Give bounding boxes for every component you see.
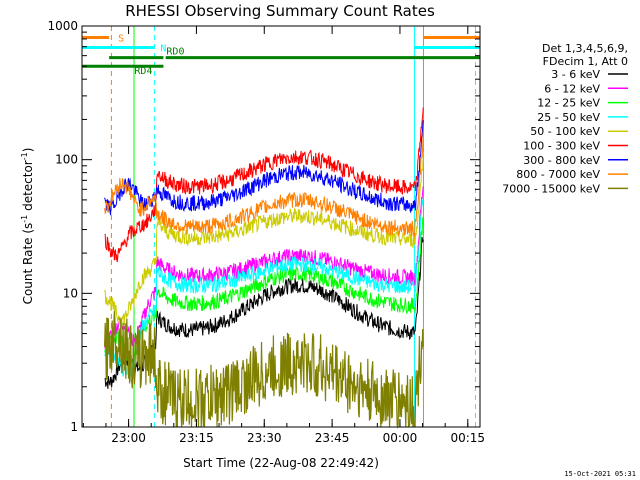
x-tick-label: 23:15 bbox=[179, 431, 214, 445]
legend-header: Det 1,3,4,5,6,9, bbox=[542, 42, 628, 55]
flag-label: S bbox=[118, 34, 124, 45]
y-tick-label: 1 bbox=[70, 420, 78, 434]
legend-label: 100 - 300 keV bbox=[523, 140, 600, 153]
plot-data-layer: S N RD0 RD4 bbox=[82, 26, 480, 429]
legend-label: 7000 - 15000 keV bbox=[502, 182, 600, 195]
flag-label: RD0 bbox=[166, 47, 184, 58]
flag-label: N bbox=[160, 44, 166, 55]
series-line bbox=[104, 107, 424, 263]
series-line bbox=[104, 120, 424, 216]
legend-header: FDecim 1, Att 0 bbox=[543, 55, 628, 68]
series-line bbox=[104, 186, 424, 350]
legend-label: 25 - 50 keV bbox=[537, 111, 600, 124]
series-line bbox=[104, 198, 424, 378]
y-tick-label: 10 bbox=[63, 286, 78, 300]
x-tick-label: 00:00 bbox=[383, 431, 418, 445]
series-line bbox=[104, 151, 424, 328]
flag-label: RD4 bbox=[134, 66, 152, 77]
x-tick-label: 00:15 bbox=[450, 431, 485, 445]
timestamp: 15-Oct-2021 05:31 bbox=[564, 470, 636, 478]
y-axis-label: Count Rate (s-1 detector-1) bbox=[20, 148, 35, 305]
x-tick-label: 23:30 bbox=[247, 431, 282, 445]
legend-label: 800 - 7000 keV bbox=[516, 168, 600, 181]
series-line bbox=[104, 131, 424, 238]
legend-label: 3 - 6 keV bbox=[551, 68, 600, 81]
chart-title: RHESSI Observing Summary Count Rates bbox=[125, 2, 435, 20]
series-line bbox=[104, 310, 424, 429]
x-axis-label: Start Time (22-Aug-08 22:49:42) bbox=[183, 456, 379, 470]
axis-ticks: 23:00 23:15 23:30 23:45 00:00 00:15 1 10 100 1000 bbox=[47, 19, 485, 445]
legend-label: 12 - 25 keV bbox=[537, 97, 600, 110]
series-line bbox=[104, 216, 424, 368]
y-tick-label: 1000 bbox=[47, 19, 78, 33]
x-tick-label: 23:45 bbox=[315, 431, 350, 445]
legend: Det 1,3,4,5,6,9,FDecim 1, Att 03 - 6 keV… bbox=[502, 42, 628, 195]
y-tick-label: 100 bbox=[55, 153, 78, 167]
legend-label: 50 - 100 keV bbox=[530, 125, 600, 138]
legend-label: 300 - 800 keV bbox=[523, 154, 600, 167]
legend-label: 6 - 12 keV bbox=[544, 82, 600, 95]
series-line bbox=[104, 237, 424, 389]
x-tick-label: 23:00 bbox=[111, 431, 146, 445]
plot-frame bbox=[81, 25, 481, 428]
